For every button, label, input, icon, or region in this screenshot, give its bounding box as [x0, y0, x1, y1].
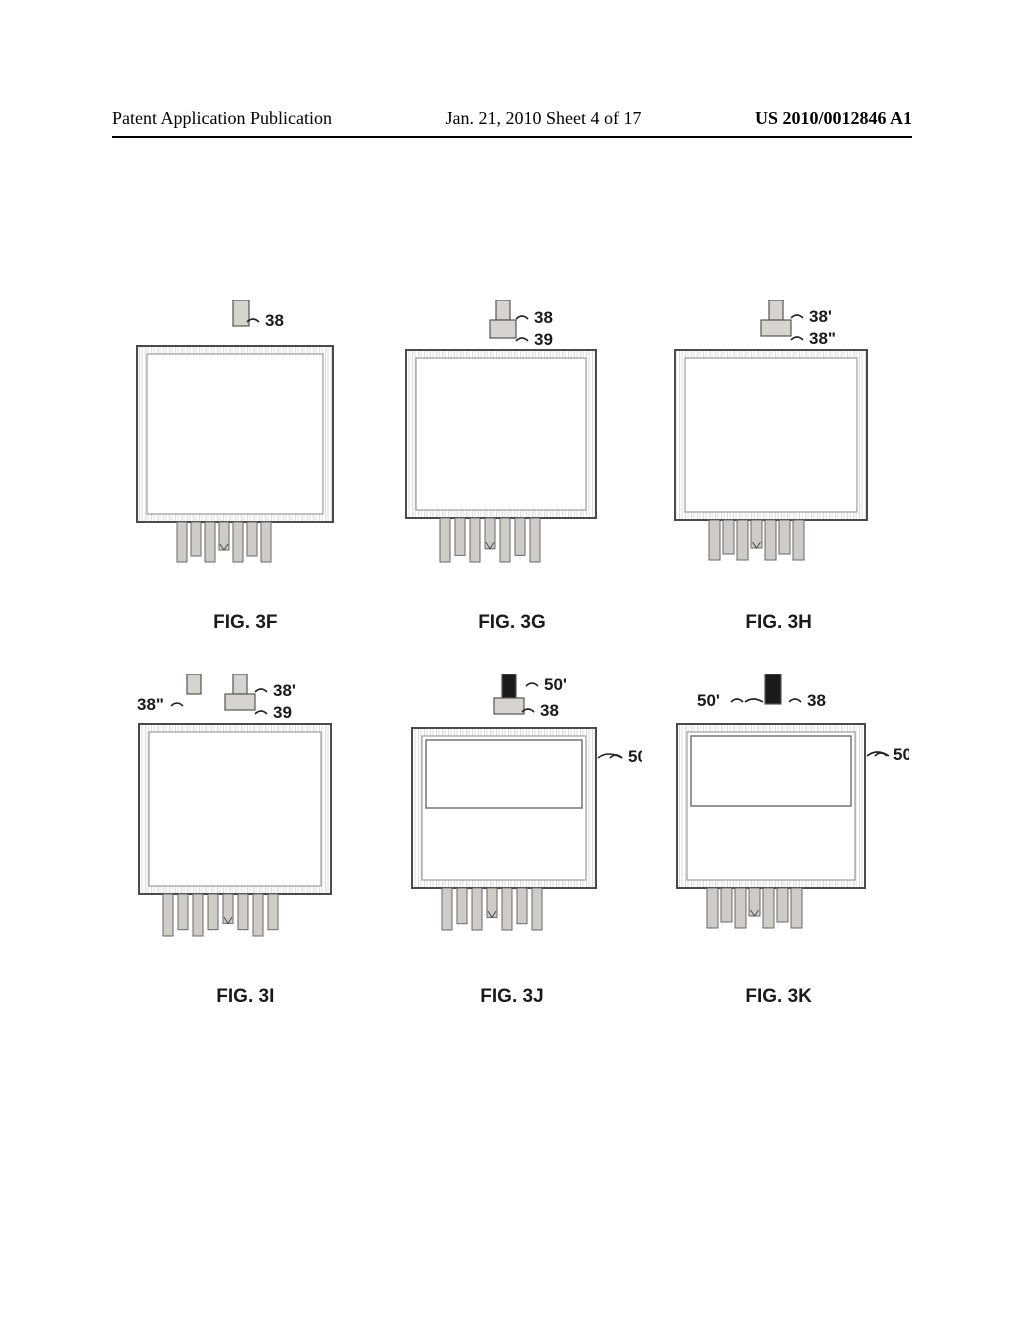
svg-text:38': 38' — [809, 307, 832, 326]
svg-text:50: 50 — [628, 747, 642, 766]
figure-caption: FIG. 3J — [480, 986, 543, 1008]
patent-figure-svg: 38 — [115, 300, 375, 590]
header-left: Patent Application Publication — [112, 108, 332, 136]
svg-text:38": 38" — [137, 695, 164, 714]
patent-figure: 50' 38 50 FIG. 3J — [382, 674, 642, 1008]
figure-grid: 38FIG. 3F 3839FIG. 3G 38'38"FIG. 3H 38'3… — [112, 300, 912, 1100]
svg-text:50: 50 — [893, 745, 909, 764]
svg-text:38: 38 — [540, 701, 559, 720]
patent-figure: 38'38"FIG. 3H — [649, 300, 909, 634]
page-header: Patent Application Publication Jan. 21, … — [112, 108, 912, 138]
figure-caption: FIG. 3F — [213, 612, 277, 634]
patent-figure-svg: 50' 38 50 — [649, 674, 909, 964]
patent-figure: 38 FIG. 3F — [115, 300, 375, 634]
patent-figure: 50' 38 50 FIG. 3K — [649, 674, 909, 1008]
figure-caption: FIG. 3H — [745, 612, 812, 634]
svg-text:38": 38" — [809, 329, 836, 348]
figure-caption: FIG. 3K — [745, 986, 812, 1008]
header-right: US 2010/0012846 A1 — [755, 108, 912, 136]
patent-figure-svg: 38' 39 38" — [115, 674, 375, 964]
svg-text:50': 50' — [697, 691, 720, 710]
patent-figure: 3839FIG. 3G — [382, 300, 642, 634]
svg-text:38': 38' — [273, 681, 296, 700]
svg-text:50': 50' — [544, 675, 567, 694]
patent-figure-svg: 38'38" — [649, 300, 909, 590]
header-center: Jan. 21, 2010 Sheet 4 of 17 — [445, 108, 641, 136]
patent-figure-svg: 50' 38 50 — [382, 674, 642, 964]
svg-text:38: 38 — [534, 308, 553, 327]
svg-text:39: 39 — [273, 703, 292, 722]
patent-figure-svg: 3839 — [382, 300, 642, 590]
patent-figure: 38' 39 38" FIG. 3I — [115, 674, 375, 1008]
figure-caption: FIG. 3I — [216, 986, 274, 1008]
figure-caption: FIG. 3G — [478, 612, 546, 634]
svg-text:38: 38 — [265, 311, 284, 330]
svg-text:39: 39 — [534, 330, 553, 349]
figure-row-1: 38FIG. 3F 3839FIG. 3G 38'38"FIG. 3H — [112, 300, 912, 634]
svg-text:38: 38 — [807, 691, 826, 710]
figure-row-2: 38' 39 38" FIG. 3I 50' 38 50 FIG. 3J 50' 38 50 FI… — [112, 674, 912, 1008]
